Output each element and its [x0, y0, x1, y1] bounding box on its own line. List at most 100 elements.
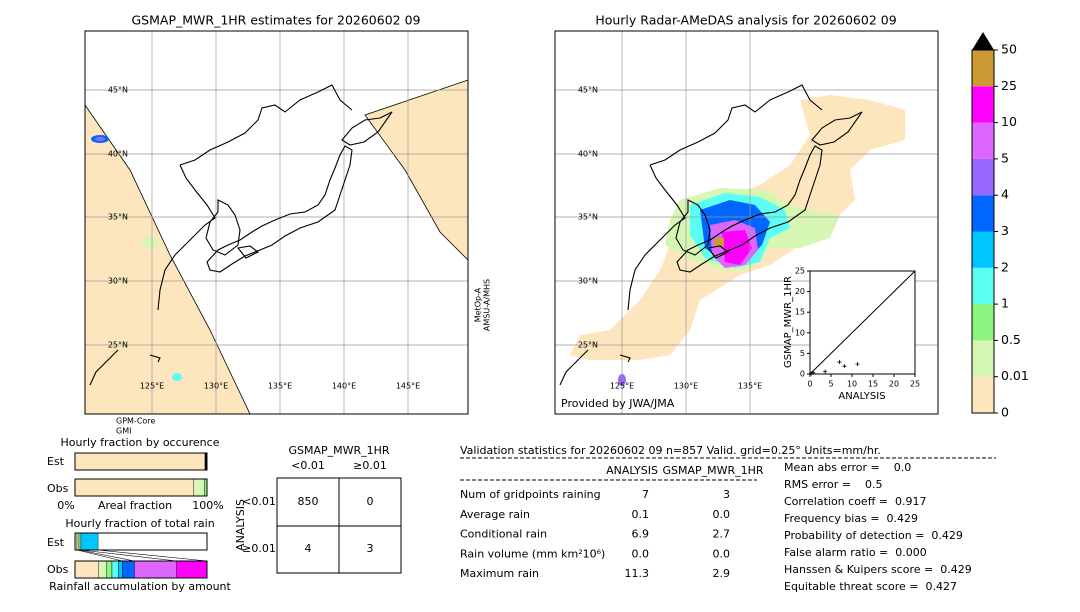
colorbar-label: 0	[1001, 405, 1009, 420]
scatter-frame	[809, 270, 916, 375]
rain-area	[172, 373, 182, 381]
connector	[78, 549, 135, 562]
row-header: <0.01	[242, 495, 276, 508]
x-tick-label: 20	[889, 380, 899, 389]
score: Probability of detection = 0.429	[784, 529, 963, 542]
lat-label: 35°N	[578, 213, 598, 222]
x-tick-label: 25	[910, 380, 920, 389]
colorbar-segment	[972, 231, 994, 268]
colorbar-label: 1	[1001, 296, 1009, 311]
left-map: 45°N 40°N 35°N 30°N 25°N 125°E 130°E 135°E 140°E…	[84, 13, 492, 436]
axis-label: 100%	[192, 499, 223, 512]
lat-label: 40°N	[108, 150, 128, 159]
lon-label: 140°E	[332, 382, 356, 391]
y-tick-label: 0	[800, 370, 805, 379]
cell: 11.3	[625, 567, 650, 580]
bar-frame	[74, 560, 208, 579]
lon-label: 125°E	[610, 382, 634, 391]
colorbar-segment	[972, 376, 994, 413]
contingency-table: GSMAP_MWR_1HR <0.01 ≥0.01 <0.01 ≥0.01 AN…	[234, 444, 402, 574]
bar-segment	[193, 478, 205, 497]
sensor-label: AMSU-A/MHS	[483, 279, 492, 331]
cell: 6.9	[632, 528, 650, 541]
swath	[364, 79, 469, 261]
cell: 0.0	[632, 547, 650, 560]
colorbar-segment	[972, 304, 994, 341]
scatter: 0 5 10 15 20 25 0 5 10 15 20 25	[795, 267, 920, 389]
map-frame	[84, 30, 469, 415]
bar-segment	[76, 532, 80, 551]
lon-label: 130°E	[204, 382, 228, 391]
colorbar-label: 25	[1001, 78, 1017, 93]
point	[837, 360, 842, 365]
axis-label: Areal fraction	[98, 499, 172, 512]
x-tick-label: 0	[807, 380, 812, 389]
bar-segment	[98, 560, 107, 579]
score: False alarm ratio = 0.000	[784, 546, 927, 559]
y-tick-label: 20	[795, 287, 805, 296]
cell: 2.7	[713, 528, 731, 541]
y-axis-label: GSMAP_MWR_1HR	[783, 276, 794, 368]
row-header: ≥0.01	[242, 542, 276, 555]
colorbar-label: 10	[1001, 114, 1017, 129]
colorbar-label: 5	[1001, 150, 1009, 165]
bar-segment	[80, 532, 99, 551]
row-label: Maximum rain	[460, 567, 539, 580]
table-title: GSMAP_MWR_1HR	[288, 444, 389, 457]
point	[823, 369, 828, 374]
row-label: Rain volume (mm km²10⁶)	[460, 547, 605, 560]
lon-label: 145°E	[396, 382, 420, 391]
score: Frequency bias = 0.429	[784, 512, 918, 525]
cell: 2.9	[713, 567, 731, 580]
lat-label: 25°N	[108, 341, 128, 350]
cell: 0	[367, 495, 374, 508]
point	[842, 364, 847, 369]
connector	[76, 549, 123, 562]
row-label: Num of gridpoints raining	[460, 488, 601, 501]
lat-label: 40°N	[578, 150, 598, 159]
score: Mean abs error = 0.0	[784, 461, 911, 474]
sensor-label: GMI	[116, 427, 131, 436]
row-label: Est	[47, 455, 65, 468]
bar-segment	[106, 560, 113, 579]
sensor-label: MetOp-A	[474, 287, 483, 322]
sensor-label: GPM-Core	[116, 417, 155, 426]
point	[855, 362, 860, 367]
x-tick-label: 5	[828, 380, 833, 389]
axis-label: 0%	[57, 499, 74, 512]
cell: 3	[723, 488, 730, 501]
map-title: GSMAP_MWR_1HR estimates for 20260602 09	[132, 13, 421, 28]
row-label: Obs	[47, 563, 69, 576]
score: Hanssen & Kuipers score = 0.429	[784, 563, 972, 576]
map-title: Hourly Radar-AMeDAS analysis for 2026060…	[595, 13, 896, 28]
panel-title: Hourly fraction of total rain	[65, 517, 214, 530]
bar-segment	[118, 560, 123, 579]
bar-frame	[74, 452, 208, 471]
col-header: <0.01	[291, 459, 325, 472]
score: Correlation coeff = 0.917	[784, 495, 926, 508]
lon-label: 130°E	[674, 382, 698, 391]
bar-segment	[111, 560, 119, 579]
lon-label: 125°E	[140, 382, 164, 391]
colorbar-label: 3	[1001, 223, 1009, 238]
lat-label: 35°N	[108, 213, 128, 222]
axis-label: Rainfall accumulation by amount	[49, 580, 231, 593]
lat-label: 30°N	[578, 277, 598, 286]
colorbar-extend	[972, 32, 994, 50]
lat-label: 45°N	[108, 86, 128, 95]
rain-area	[714, 238, 724, 246]
score: Equitable threat score = 0.427	[784, 580, 957, 593]
x-tick-label: 15	[868, 380, 878, 389]
bar-segment	[74, 452, 206, 471]
y-tick-label: 10	[795, 328, 805, 337]
x-tick-label: 10	[847, 380, 857, 389]
colorbar-label: 50	[1001, 42, 1017, 57]
colorbar-segment	[972, 340, 994, 377]
x-axis-label: ANALYSIS	[838, 391, 885, 402]
panel-title: Hourly fraction by occurence	[61, 436, 220, 449]
y-tick-label: 25	[795, 267, 805, 276]
col-header: ≥0.01	[353, 459, 387, 472]
bar-segment	[134, 560, 177, 579]
stats-header: Validation statistics for 20260602 09 n=…	[460, 444, 881, 457]
